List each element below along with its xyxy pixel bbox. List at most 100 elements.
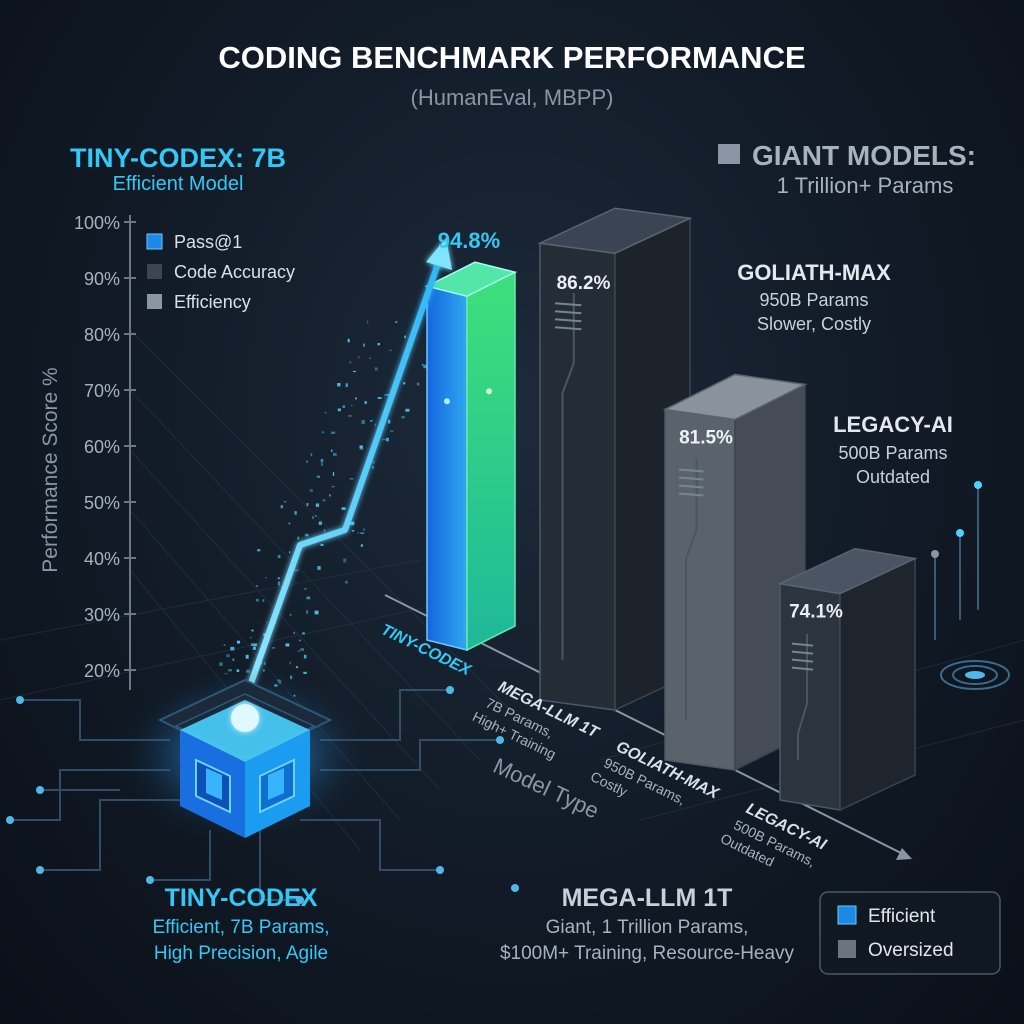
y-axis-title: Performance Score % <box>39 367 62 572</box>
particle <box>277 555 281 559</box>
particle <box>350 521 355 526</box>
particle <box>421 363 424 366</box>
particle <box>377 397 382 399</box>
particle <box>342 405 345 408</box>
particle <box>236 640 241 644</box>
particle <box>320 543 324 546</box>
bar-vent <box>678 468 704 473</box>
particle <box>382 438 386 441</box>
particle <box>283 501 287 503</box>
giant-callout-subtitle: 1 Trillion+ Params <box>777 173 954 198</box>
particle <box>386 437 389 442</box>
legacy-callout-title: LEGACY-AI <box>833 412 953 437</box>
particle <box>359 445 363 449</box>
particle <box>315 515 317 518</box>
particle <box>351 404 353 407</box>
particle <box>332 472 335 476</box>
growth-arrow <box>242 238 452 703</box>
particle <box>226 654 230 658</box>
particle <box>369 357 371 359</box>
bar-vent <box>791 666 814 671</box>
particle <box>272 647 275 649</box>
bars-group <box>424 207 918 812</box>
particle <box>345 383 348 387</box>
tiny-callout-subtitle: Efficient Model <box>113 173 244 195</box>
legend-swatch-oversized <box>838 940 856 958</box>
x-axis-title: Model Type <box>490 753 603 824</box>
particle <box>316 475 321 478</box>
bar-vent <box>791 658 814 663</box>
footer-tiny-line1: Efficient, 7B Params, <box>152 917 329 938</box>
particle <box>264 661 266 665</box>
particle <box>337 383 341 387</box>
particle <box>298 650 300 652</box>
bar-light <box>444 398 450 405</box>
particle <box>288 522 291 525</box>
bar-side-face <box>466 270 516 652</box>
particle <box>320 459 324 463</box>
particle <box>349 361 352 364</box>
particle <box>315 503 320 507</box>
value-labels: 94.8% 86.2% 81.5% 74.1% <box>438 228 843 622</box>
particle <box>404 335 407 339</box>
particle <box>306 503 309 507</box>
particle <box>370 420 373 422</box>
legend-label-pass: Pass@1 <box>174 232 242 252</box>
particle <box>309 489 313 492</box>
particle <box>312 515 314 520</box>
particle <box>306 596 311 600</box>
particle <box>252 646 256 650</box>
particle <box>331 449 333 452</box>
particle <box>251 629 254 632</box>
tiny-codex-cube <box>115 665 375 845</box>
bar-top-face <box>537 207 693 254</box>
footer-mega-line2: $100M+ Training, Resource-Heavy <box>500 943 795 964</box>
particle <box>374 423 376 426</box>
particle <box>265 577 267 579</box>
particle <box>377 343 380 346</box>
giant-callout-title: GIANT MODELS: <box>752 140 976 171</box>
bar-3 <box>777 547 918 812</box>
right-circuit-decoration <box>931 481 1010 690</box>
bar-front-face <box>664 408 736 771</box>
particle <box>348 415 352 417</box>
particle <box>401 416 405 419</box>
y-tick-label: 20% <box>84 661 120 681</box>
particle <box>293 632 295 634</box>
particle <box>310 453 313 457</box>
particle <box>303 671 307 674</box>
footer-tiny-title: TINY-CODEX <box>165 884 318 912</box>
giant-callout-swatch <box>718 144 740 164</box>
footer-mega-line1: Giant, 1 Trillion Params, <box>546 917 749 938</box>
y-tick-label: 70% <box>84 381 120 401</box>
particle <box>289 613 292 616</box>
particle <box>294 511 297 515</box>
bar-0 <box>424 261 518 652</box>
particle <box>358 356 360 359</box>
particle <box>302 632 305 635</box>
particle <box>262 599 265 602</box>
particle <box>384 394 388 396</box>
bottom-legend: Efficient Oversized <box>819 891 1001 975</box>
particle <box>388 419 391 424</box>
particle <box>318 521 322 525</box>
circuit-nodes <box>6 686 519 904</box>
particle <box>416 382 420 386</box>
particle <box>423 364 428 369</box>
particle <box>387 394 390 396</box>
particle <box>266 621 268 624</box>
particle <box>372 460 375 464</box>
legend-label-oversized: Oversized <box>868 940 954 961</box>
particle <box>256 585 258 587</box>
bar-top-face <box>424 261 518 297</box>
bar-front-face <box>426 285 468 651</box>
bar-vent <box>678 492 704 497</box>
y-tick-label: 50% <box>84 493 120 513</box>
particle <box>295 666 299 669</box>
particle <box>223 644 226 646</box>
particle <box>360 532 365 534</box>
particle <box>343 558 347 563</box>
bar-light <box>486 388 492 395</box>
bar-2 <box>662 373 808 772</box>
particle <box>278 581 280 586</box>
